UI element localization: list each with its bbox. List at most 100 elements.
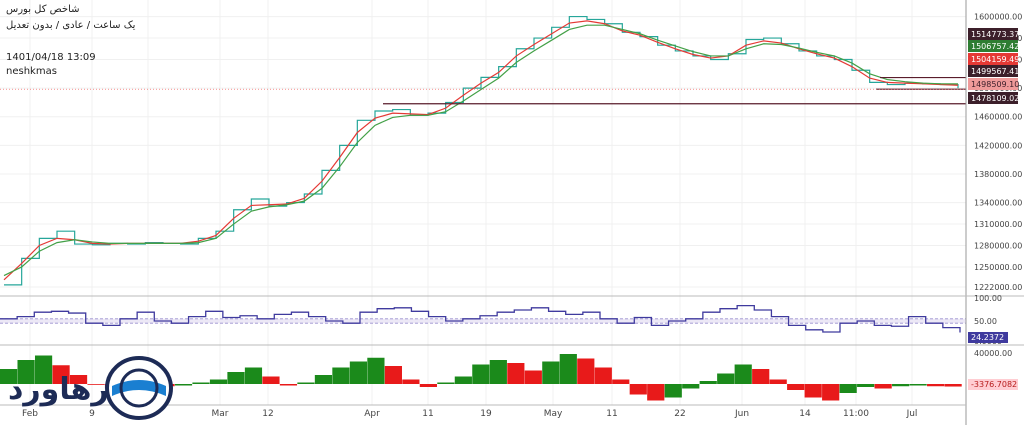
time-tick-label: 11:00 — [843, 409, 869, 419]
oscillator-bar — [717, 373, 735, 384]
price-level-label: 1504159.49 — [971, 55, 1019, 64]
time-tick-label: 22 — [674, 409, 685, 419]
rsi-panel — [0, 304, 966, 333]
price-tick-label: 1340000.00 — [974, 199, 1022, 208]
oscillator-bar — [612, 379, 630, 384]
time-tick-label: Feb — [22, 409, 38, 419]
oscillator-bar — [384, 366, 402, 384]
price-level-badge-bg — [968, 40, 1018, 52]
oscillator-bar — [489, 360, 507, 384]
oscillator-value-label: -3376.7082 — [971, 380, 1017, 389]
price-level-badge: 1504159.49 — [968, 53, 1019, 65]
oscillator-bar — [244, 367, 263, 384]
rsi-tick-label: 50.00 — [974, 317, 997, 326]
oscillator-bar — [629, 384, 647, 395]
price-level-label: 1506757.42 — [971, 42, 1019, 51]
oscillator-bar — [577, 358, 595, 384]
oscillator-bar — [752, 369, 770, 384]
oscillator-bar — [227, 372, 245, 384]
time-tick-label: 9 — [89, 409, 95, 419]
symbol-title: شاخص کل بورس — [6, 4, 80, 15]
oscillator-bar — [262, 376, 280, 384]
oscillator-bar — [87, 384, 105, 385]
ma-slow-line — [3, 24, 958, 277]
oscillator-bar — [0, 369, 18, 384]
oscillator-bar — [34, 355, 53, 384]
oscillator-bar — [699, 381, 717, 384]
time-tick-label: 12 — [262, 409, 273, 419]
time-tick-label: 11 — [606, 409, 617, 419]
oscillator-bar — [174, 384, 193, 386]
oscillator-bar — [909, 384, 927, 386]
price-tick-label: 1380000.00 — [974, 170, 1022, 179]
oscillator-bar — [192, 382, 210, 384]
oscillator-tick-label: 40000.00 — [974, 349, 1012, 358]
time-tick-label: May — [544, 409, 563, 419]
rsi-line — [0, 304, 961, 333]
oscillator-bar — [437, 382, 455, 384]
oscillator-bar — [367, 357, 385, 384]
price-tick-label: 1460000.00 — [974, 113, 1022, 122]
time-tick-label: 11 — [422, 409, 433, 419]
oscillator-bar — [314, 375, 333, 384]
price-step-line — [4, 15, 959, 286]
oscillator-bar — [769, 379, 787, 384]
oscillator-bar — [857, 384, 875, 387]
time-tick-label: Jul — [906, 409, 918, 419]
price-level-badge-bg — [968, 53, 1018, 65]
oscillator-bar — [297, 382, 315, 384]
oscillator-bar — [507, 363, 525, 384]
price-level-badge: 1506757.42 — [968, 40, 1019, 52]
oscillator-bar — [524, 370, 542, 384]
price-tick-label: 1222000.00 — [974, 283, 1022, 292]
price-level-label: 1514773.37 — [971, 30, 1019, 39]
oscillator-bar — [804, 384, 822, 398]
price-tick-label: 1280000.00 — [974, 242, 1022, 251]
oscillator-bar — [787, 384, 805, 390]
rsi-value-label: 24.2372 — [971, 333, 1004, 342]
watermark-logo-icon — [105, 356, 173, 420]
oscillator-bar — [402, 379, 420, 384]
price-tick-label: 1600000.00 — [974, 13, 1022, 22]
time-tick-label: 19 — [480, 409, 492, 419]
oscillator-bar — [69, 375, 88, 384]
price-level-label: 1478109.02 — [971, 94, 1019, 103]
price-level-badge-bg — [968, 78, 1018, 90]
rsi-value-badge — [968, 332, 1008, 343]
price-level-label: 1499567.41 — [971, 67, 1019, 76]
time-tick-label: Apr — [364, 409, 380, 419]
time-tick-label: 14 — [799, 409, 811, 419]
oscillator-value-badge — [968, 379, 1018, 390]
oscillator-bar — [594, 367, 612, 384]
chart-settings: یک ساعت / عادی / بدون تعدیل — [6, 20, 136, 31]
oscillator-bar — [209, 379, 228, 384]
oscillator-bar — [734, 364, 752, 384]
oscillator-bar — [454, 376, 472, 384]
oscillator-bar — [559, 354, 577, 384]
author-name: neshkmas — [6, 66, 57, 77]
price-level-label: 1498509.10 — [971, 80, 1019, 89]
time-tick-label: Mar — [212, 409, 229, 419]
oscillator-bar — [419, 384, 437, 387]
oscillator-bar — [279, 384, 298, 386]
oscillator-bar — [682, 384, 700, 389]
oscillator-bar — [17, 360, 35, 384]
oscillator-bar — [332, 367, 350, 384]
oscillator-bar — [822, 384, 840, 401]
rsi-tick-label: 100.00 — [974, 294, 1002, 303]
oscillator-bar — [892, 384, 910, 387]
oscillator-bar — [874, 384, 892, 389]
time-tick-label: Jun — [734, 409, 749, 419]
oscillator-bar — [839, 384, 857, 393]
watermark-text: رهاورد — [8, 372, 109, 407]
oscillator-bar — [542, 361, 560, 384]
rsi-band — [0, 318, 966, 324]
price-level-badge-bg — [968, 28, 1018, 40]
grid-lines — [0, 0, 966, 405]
oscillator-bar — [349, 361, 368, 384]
oscillator-bar — [944, 384, 962, 387]
datetime-stamp: 1401/04/18 13:09 — [6, 52, 96, 63]
price-tick-label: 1310000.00 — [974, 220, 1022, 229]
